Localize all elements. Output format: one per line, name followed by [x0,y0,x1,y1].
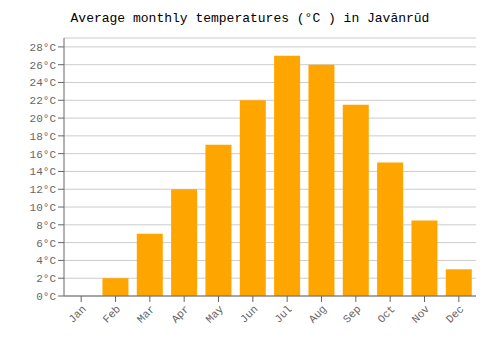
svg-text:4°C: 4°C [36,255,56,267]
html-text:Average monthly temperatures (: Average monthly temperatures (°C ) in Ja… [70,11,430,26]
svg-text:Dec: Dec [444,303,466,325]
svg-text:20°C: 20°C [30,113,57,125]
svg-text:Nov: Nov [410,303,433,326]
svg-text:16°C: 16°C [30,149,57,161]
svg-text:Apr: Apr [169,303,191,325]
svg-text:26°C: 26°C [30,60,57,72]
svg-text:14°C: 14°C [30,166,57,178]
svg-text:Sep: Sep [341,303,363,325]
svg-text:10°C: 10°C [30,202,57,214]
svg-text:28°C: 28°C [30,42,57,54]
svg-text:0°C: 0°C [36,291,56,303]
svg-text:2°C: 2°C [36,273,56,285]
svg-text:12°C: 12°C [30,184,57,196]
svg-text:Mar: Mar [135,303,157,325]
svg-text:Oct: Oct [375,303,397,325]
svg-text:24°C: 24°C [30,77,57,89]
svg-text:22°C: 22°C [30,95,57,107]
svg-text:Jun: Jun [238,303,260,325]
svg-text:Feb: Feb [101,303,123,325]
svg-text:6°C: 6°C [36,238,56,250]
svg-text:Jan: Jan [66,303,88,325]
svg-text:Aug: Aug [307,303,329,325]
svg-text:Jul: Jul [272,303,294,325]
svg-text:18°C: 18°C [30,131,57,143]
svg-text:May: May [204,303,227,326]
svg-text:8°C: 8°C [36,220,56,232]
